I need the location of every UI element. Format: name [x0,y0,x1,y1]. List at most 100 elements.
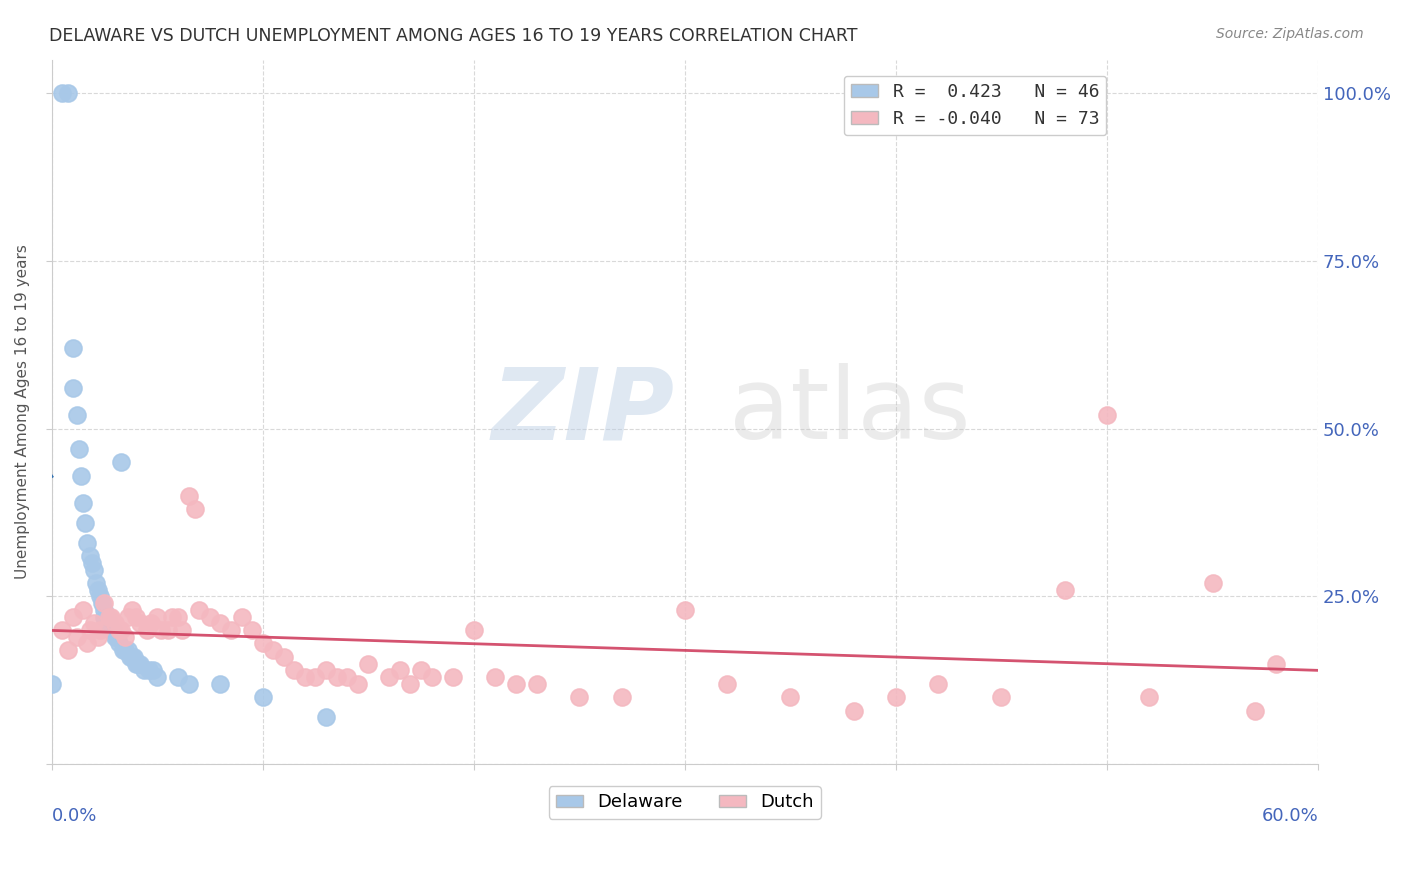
Text: 60.0%: 60.0% [1261,806,1319,824]
Point [122,649,145,664]
Point [209,616,232,631]
Point [146,670,169,684]
Point [673,603,696,617]
Point [89,623,111,637]
Y-axis label: Unemployment Among Ages 16 to 19 years: Unemployment Among Ages 16 to 19 years [15,244,30,580]
Point [441,670,464,684]
Point [93,603,115,617]
Point [1264,657,1286,671]
Point [842,704,865,718]
Point [315,710,337,724]
Point [112,643,135,657]
Point [96,609,118,624]
Point [76,636,98,650]
Point [97,616,120,631]
Point [779,690,801,705]
Point [505,677,527,691]
Point [184,502,207,516]
Point [117,609,139,624]
Point [100,623,122,637]
Point [927,677,949,691]
Point [101,623,124,637]
Text: Source: ZipAtlas.com: Source: ZipAtlas.com [1216,27,1364,41]
Point [129,657,152,671]
Point [262,643,284,657]
Point [118,649,141,664]
Point [150,623,173,637]
Point [79,623,101,637]
Point [66,409,89,423]
Point [1201,576,1223,591]
Point [283,663,305,677]
Point [399,677,422,691]
Point [346,677,368,691]
Point [156,623,179,637]
Point [84,576,107,591]
Point [990,690,1012,705]
Point [420,670,443,684]
Point [114,643,136,657]
Point [177,489,200,503]
Point [108,623,131,637]
Point [315,663,337,677]
Point [79,549,101,564]
Point [167,609,190,624]
Point [117,643,139,657]
Point [231,609,253,624]
Point [67,442,90,456]
Point [1053,582,1076,597]
Legend: Delaware, Dutch: Delaware, Dutch [548,786,821,819]
Point [139,616,162,631]
Point [884,690,907,705]
Point [568,690,591,705]
Point [58,643,80,657]
Point [1137,690,1160,705]
Point [87,630,110,644]
Point [125,609,148,624]
Point [484,670,506,684]
Point [409,663,432,677]
Point [357,657,380,671]
Point [83,563,105,577]
Point [134,663,156,677]
Point [388,663,411,677]
Point [66,630,89,644]
Point [51,86,73,100]
Point [135,623,157,637]
Point [41,677,63,691]
Point [110,623,132,637]
Text: ZIP: ZIP [492,363,675,460]
Point [80,556,103,570]
Point [127,657,149,671]
Point [252,690,274,705]
Point [91,596,114,610]
Point [610,690,633,705]
Point [108,636,131,650]
Point [138,663,160,677]
Point [526,677,548,691]
Point [76,536,98,550]
Point [70,468,93,483]
Point [463,623,485,637]
Point [294,670,316,684]
Point [209,677,232,691]
Point [93,596,115,610]
Point [198,609,221,624]
Point [219,623,242,637]
Text: DELAWARE VS DUTCH UNEMPLOYMENT AMONG AGES 16 TO 19 YEARS CORRELATION CHART: DELAWARE VS DUTCH UNEMPLOYMENT AMONG AGE… [49,27,858,45]
Text: 0.0%: 0.0% [52,806,97,824]
Point [100,609,122,624]
Point [62,341,84,355]
Point [72,495,94,509]
Point [93,609,115,624]
Point [105,630,128,644]
Point [378,670,401,684]
Text: atlas: atlas [728,363,970,460]
Point [87,582,110,597]
Point [129,616,152,631]
Point [104,630,127,644]
Point [146,609,169,624]
Point [240,623,263,637]
Point [716,677,738,691]
Point [325,670,347,684]
